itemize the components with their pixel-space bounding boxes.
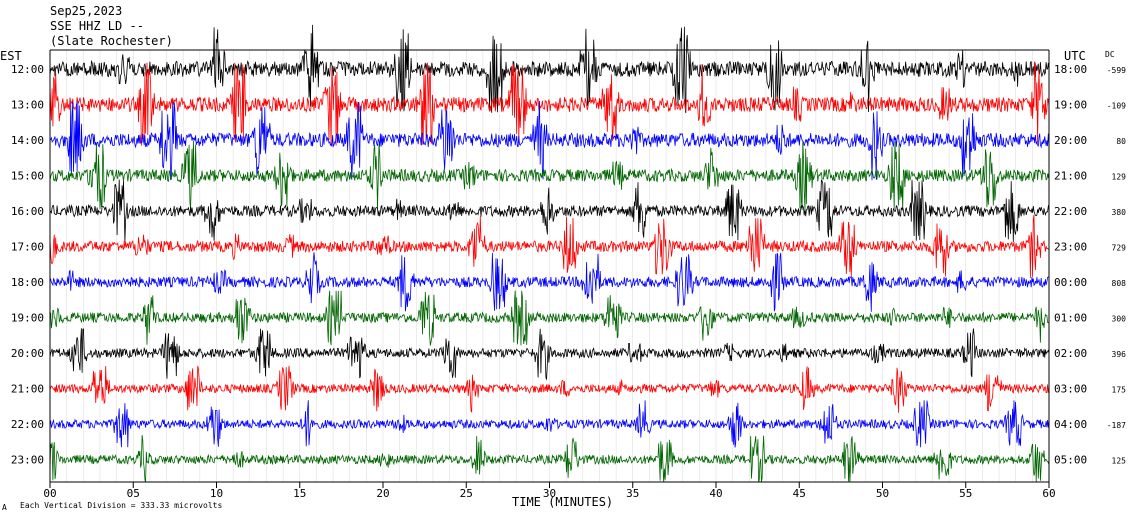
seismic-trace-1200 xyxy=(50,24,1049,114)
channel-label: SSE HHZ LD -- xyxy=(50,19,144,33)
x-tick-label: 30 xyxy=(543,487,556,500)
x-tick-label: 25 xyxy=(460,487,473,500)
dc-offset-value: 175 xyxy=(1112,386,1127,395)
seismic-trace-1800 xyxy=(50,252,1049,312)
utc-hour-label: 02:00 xyxy=(1054,347,1087,360)
x-axis-title: TIME (MINUTES) xyxy=(512,495,613,509)
x-tick-label: 00 xyxy=(43,487,56,500)
seismic-trace-2300 xyxy=(50,435,1049,482)
scale-note: Each Vertical Division = 333.33 microvol… xyxy=(20,501,222,510)
seismic-trace-2000 xyxy=(50,328,1049,381)
dc-offset-value: -109 xyxy=(1107,102,1126,111)
utc-hour-label: 23:00 xyxy=(1054,241,1087,254)
seismic-trace-1400 xyxy=(50,100,1049,181)
location-label: (Slate Rochester) xyxy=(50,34,173,48)
left-timezone-label: EST xyxy=(0,49,22,63)
dc-offset-value: -599 xyxy=(1107,66,1126,75)
utc-hour-label: 21:00 xyxy=(1054,170,1087,183)
seismic-trace-1300 xyxy=(50,61,1049,146)
dc-offset-value: 300 xyxy=(1112,315,1127,324)
est-hour-label: 19:00 xyxy=(11,312,44,325)
seismic-trace-2100 xyxy=(50,365,1049,413)
est-hour-label: 16:00 xyxy=(11,205,44,218)
x-tick-label: 20 xyxy=(376,487,389,500)
utc-hour-label: 18:00 xyxy=(1054,63,1087,76)
utc-hour-label: 05:00 xyxy=(1054,454,1087,467)
dc-offset-value: 380 xyxy=(1112,208,1127,217)
est-hour-label: 23:00 xyxy=(11,454,44,467)
dc-offset-value: 80 xyxy=(1116,137,1126,146)
seismic-trace-1900 xyxy=(50,290,1049,346)
date-label: Sep25,2023 xyxy=(50,4,122,18)
seismic-trace-1500 xyxy=(50,140,1049,211)
x-tick-label: 50 xyxy=(876,487,889,500)
seismic-trace-2200 xyxy=(50,400,1049,448)
x-tick-label: 40 xyxy=(709,487,722,500)
est-hour-label: 17:00 xyxy=(11,241,44,254)
est-hour-label: 18:00 xyxy=(11,276,44,289)
x-tick-label: 15 xyxy=(293,487,306,500)
seismic-trace-1700 xyxy=(50,214,1049,279)
seismic-trace-1600 xyxy=(50,179,1049,242)
dc-offset-value: -187 xyxy=(1107,421,1126,430)
x-tick-label: 05 xyxy=(127,487,140,500)
x-tick-label: 55 xyxy=(959,487,972,500)
utc-hour-label: 22:00 xyxy=(1054,205,1087,218)
est-hour-label: 21:00 xyxy=(11,383,44,396)
est-hour-label: 15:00 xyxy=(11,170,44,183)
utc-hour-label: 03:00 xyxy=(1054,383,1087,396)
utc-hour-label: 00:00 xyxy=(1054,276,1087,289)
x-tick-label: 35 xyxy=(626,487,639,500)
utc-hour-label: 19:00 xyxy=(1054,99,1087,112)
dc-offset-value: 808 xyxy=(1112,279,1127,288)
est-hour-label: 12:00 xyxy=(11,63,44,76)
dc-offset-value: 129 xyxy=(1112,173,1127,182)
dc-offset-value: 125 xyxy=(1112,457,1127,466)
est-hour-label: 14:00 xyxy=(11,134,44,147)
dc-offset-value: 729 xyxy=(1112,244,1127,253)
x-tick-label: 60 xyxy=(1042,487,1055,500)
corner-mark: A xyxy=(2,503,7,512)
utc-hour-label: 04:00 xyxy=(1054,418,1087,431)
est-hour-label: 22:00 xyxy=(11,418,44,431)
est-hour-label: 20:00 xyxy=(11,347,44,360)
utc-hour-label: 01:00 xyxy=(1054,312,1087,325)
x-tick-label: 45 xyxy=(793,487,806,500)
dc-offset-value: 396 xyxy=(1112,350,1127,359)
dc-header-label: DC xyxy=(1105,50,1115,59)
right-timezone-label: UTC xyxy=(1064,49,1086,63)
x-tick-label: 10 xyxy=(210,487,223,500)
utc-hour-label: 20:00 xyxy=(1054,134,1087,147)
est-hour-label: 13:00 xyxy=(11,99,44,112)
